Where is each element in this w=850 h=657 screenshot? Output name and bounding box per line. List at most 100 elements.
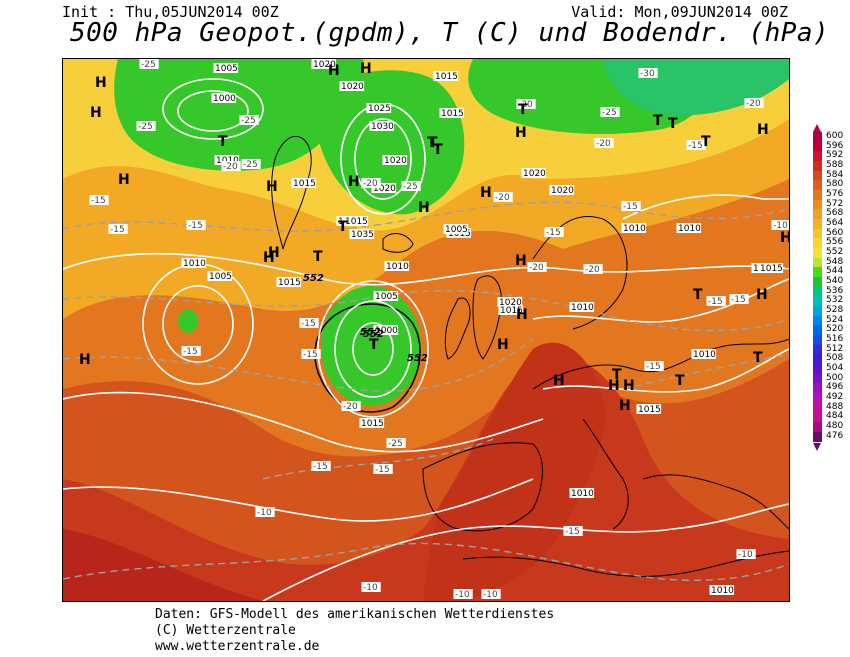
- legend-swatch: [813, 335, 822, 345]
- high-pressure-marker: H: [780, 230, 789, 246]
- isobar-label: 1020: [373, 184, 396, 194]
- isobar-label-bg: [497, 297, 523, 307]
- low-pressure-marker: T: [693, 287, 703, 303]
- high-pressure-marker: H: [268, 245, 280, 261]
- high-pressure-marker: H: [328, 63, 340, 79]
- legend-swatch: [813, 344, 822, 355]
- isobar-label: 1005: [445, 225, 468, 235]
- isobar-label-bg: [549, 185, 575, 195]
- isobar-label-bg: [373, 291, 399, 301]
- high-pressure-marker: H: [515, 253, 527, 269]
- legend-swatch: [813, 132, 822, 142]
- credit-website: www.wetterzentrale.de: [155, 639, 320, 654]
- legend-level-508: 508: [810, 353, 850, 365]
- legend-swatch: [813, 267, 822, 278]
- isobar-label: 1010: [386, 262, 409, 272]
- legend-level-484: 484: [810, 411, 850, 423]
- isobar-label: 1010: [678, 224, 701, 234]
- isobar-label: 1030: [371, 122, 394, 132]
- isotherm-label-bg: [186, 220, 206, 230]
- legend-level-560: 560: [810, 228, 850, 239]
- high-pressure-marker: H: [619, 398, 631, 414]
- legend-label: 536: [826, 285, 844, 296]
- isotherm-label: -15: [731, 295, 746, 305]
- isotherm-label-bg: [241, 159, 261, 169]
- legend-label: 548: [826, 256, 844, 267]
- legend-swatch: [813, 277, 822, 287]
- isotherm-label: -10: [483, 590, 498, 600]
- legend-swatch: [813, 354, 822, 365]
- low-pressure-marker: T: [675, 373, 685, 389]
- isobar-label-bg: [676, 223, 702, 233]
- legend-level-576: 576: [810, 189, 850, 200]
- legend-swatch: [813, 422, 822, 432]
- isotherm-label: -15: [688, 141, 703, 151]
- isobar-label-bg: [214, 155, 240, 165]
- legend-swatch: [813, 151, 822, 162]
- isobar-label-bg: [369, 121, 395, 131]
- legend-swatch: [813, 190, 822, 200]
- legend-level-540: 540: [810, 276, 850, 287]
- legend-label: 552: [826, 247, 844, 258]
- isotherm-label-bg: [255, 507, 275, 517]
- isobar-label: 1015: [500, 306, 523, 316]
- legend-swatch: [813, 161, 822, 171]
- credit-copyright: (C) Wetterzentrale: [155, 623, 296, 638]
- high-pressure-marker: H: [266, 179, 278, 195]
- isotherm-label: -25: [602, 108, 617, 118]
- legend-level-532: 532: [810, 295, 850, 307]
- legend-label: 600: [826, 131, 844, 141]
- isotherm-label: -20: [223, 162, 238, 172]
- isotherm-label: -15: [546, 228, 561, 238]
- isobar-label: 1035: [351, 230, 374, 240]
- legend-level-564: 564: [810, 218, 850, 229]
- height-label: 552: [360, 327, 381, 338]
- isobar-label: 1010: [571, 489, 594, 499]
- legend-level-488: 488: [810, 402, 850, 413]
- low-pressure-marker: T: [753, 350, 763, 366]
- isotherm-label: -20: [596, 139, 611, 149]
- isotherm-label: -15: [708, 297, 723, 307]
- isobar-label-bg: [433, 71, 459, 81]
- isotherm-label-bg: [686, 140, 706, 150]
- isotherm-label-bg: [311, 461, 331, 471]
- high-pressure-marker: H: [756, 287, 768, 303]
- isotherm-label: -15: [188, 221, 203, 231]
- isotherm-label-bg: [527, 262, 547, 272]
- isobar-label: 1015: [638, 405, 661, 415]
- legend-label: 596: [826, 140, 844, 151]
- low-pressure-marker: T: [653, 113, 663, 129]
- coast-scandinavia: [532, 215, 628, 330]
- legend-swatch: [813, 238, 822, 249]
- isobar-label: 1010: [571, 303, 594, 313]
- isobar-label: 1005: [375, 292, 398, 302]
- high-pressure-marker: H: [79, 352, 91, 368]
- isobar-label-bg: [498, 305, 524, 315]
- field-red-iberia: [423, 342, 605, 601]
- isotherm-label-bg: [361, 582, 381, 592]
- legend-label: 480: [826, 421, 844, 432]
- isobar-label-bg: [382, 155, 408, 165]
- legend-level-592: 592: [810, 150, 850, 162]
- isotherm-label-bg: [771, 220, 789, 230]
- isotherm-label: -15: [91, 196, 106, 206]
- isotherm-label-bg: [493, 192, 513, 202]
- isobar-label-bg: [439, 108, 465, 118]
- isobar-label-bg: [291, 178, 317, 188]
- legend-level-512: 512: [810, 344, 850, 355]
- isotherm-label-bg: [453, 589, 473, 599]
- valid-time: Valid: Mon,09JUN2014 00Z: [571, 3, 788, 21]
- isotherm-label-bg: [706, 296, 726, 306]
- legend-level-552: 552: [810, 247, 850, 258]
- isotherm-label: -20: [495, 193, 510, 203]
- legend-level-504: 504: [810, 363, 850, 374]
- legend-label: 492: [826, 392, 844, 403]
- isobar-label-bg: [276, 277, 302, 287]
- low-pressure-marker: T: [338, 219, 348, 235]
- weather-map: 1005102010151000102010251030101510101015…: [62, 58, 790, 602]
- legend-swatch: [813, 209, 822, 220]
- isotherm-label: -25: [141, 60, 156, 70]
- legend-swatch: [813, 383, 822, 394]
- isotherm-label: -20: [343, 402, 358, 412]
- isobar-label-bg: [181, 258, 207, 268]
